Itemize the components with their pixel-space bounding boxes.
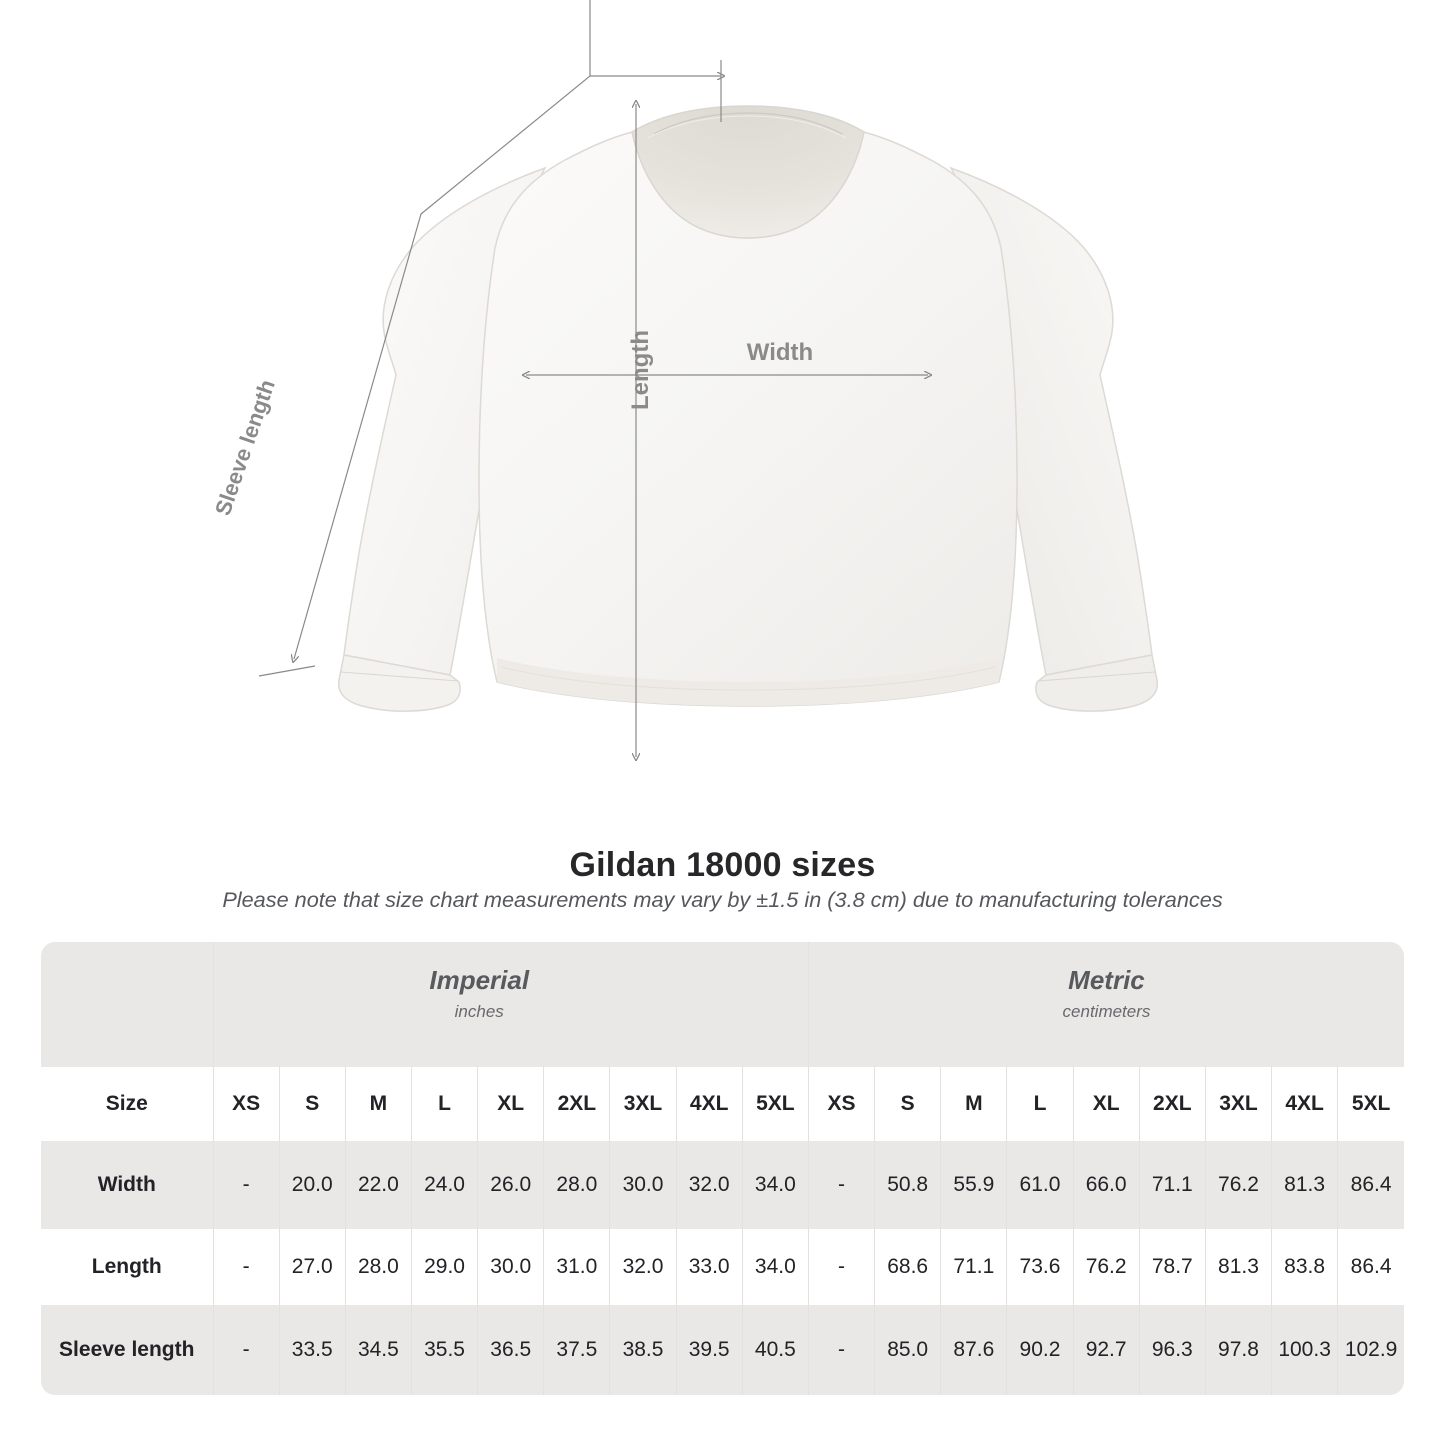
- svg-text:Width: Width: [747, 339, 813, 366]
- svg-text:Length: Length: [627, 330, 654, 410]
- svg-text:Sleeve length: Sleeve length: [210, 376, 280, 518]
